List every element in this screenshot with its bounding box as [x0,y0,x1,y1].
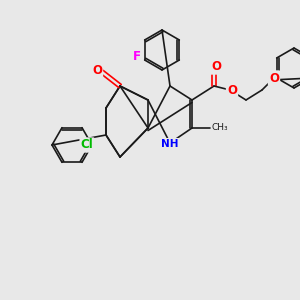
Text: Cl: Cl [81,139,93,152]
Text: NH: NH [161,139,179,149]
Text: F: F [133,50,141,64]
Text: O: O [269,71,279,85]
Text: CH₃: CH₃ [212,124,229,133]
Text: O: O [92,64,102,76]
Text: O: O [211,61,221,74]
Text: O: O [227,83,237,97]
